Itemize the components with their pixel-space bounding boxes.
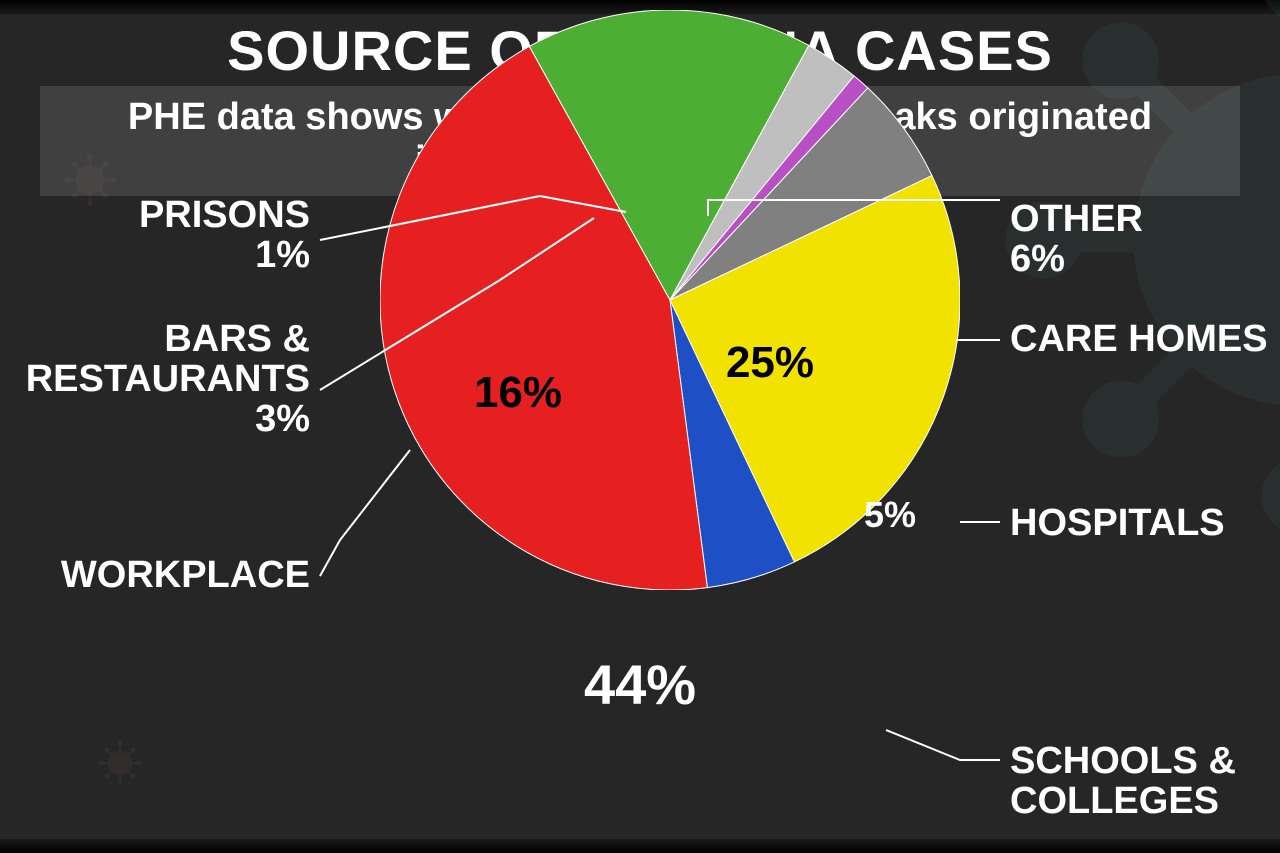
- slice-percent-label: 16%: [458, 368, 578, 418]
- callout-label: BARS &RESTAURANTS3%: [26, 320, 310, 440]
- callout-label: HOSPITALS: [1010, 504, 1225, 544]
- leader-line: [886, 730, 1000, 760]
- callout-label: WORKPLACE: [61, 556, 310, 596]
- callout-label: PRISONS1%: [139, 196, 310, 276]
- virus-bg-icon: [95, 738, 145, 788]
- callout-label: OTHER6%: [1010, 200, 1143, 280]
- bottom-border: [0, 839, 1280, 853]
- callout-label: SCHOOLS & COLLEGES: [1010, 742, 1280, 822]
- slice-percent-label: 5%: [830, 494, 950, 536]
- callout-label: CARE HOMES: [1010, 320, 1268, 360]
- slice-percent-label: 25%: [710, 338, 830, 388]
- slice-percent-label: 44%: [580, 652, 700, 717]
- virus-bg-icon: [980, 0, 1280, 560]
